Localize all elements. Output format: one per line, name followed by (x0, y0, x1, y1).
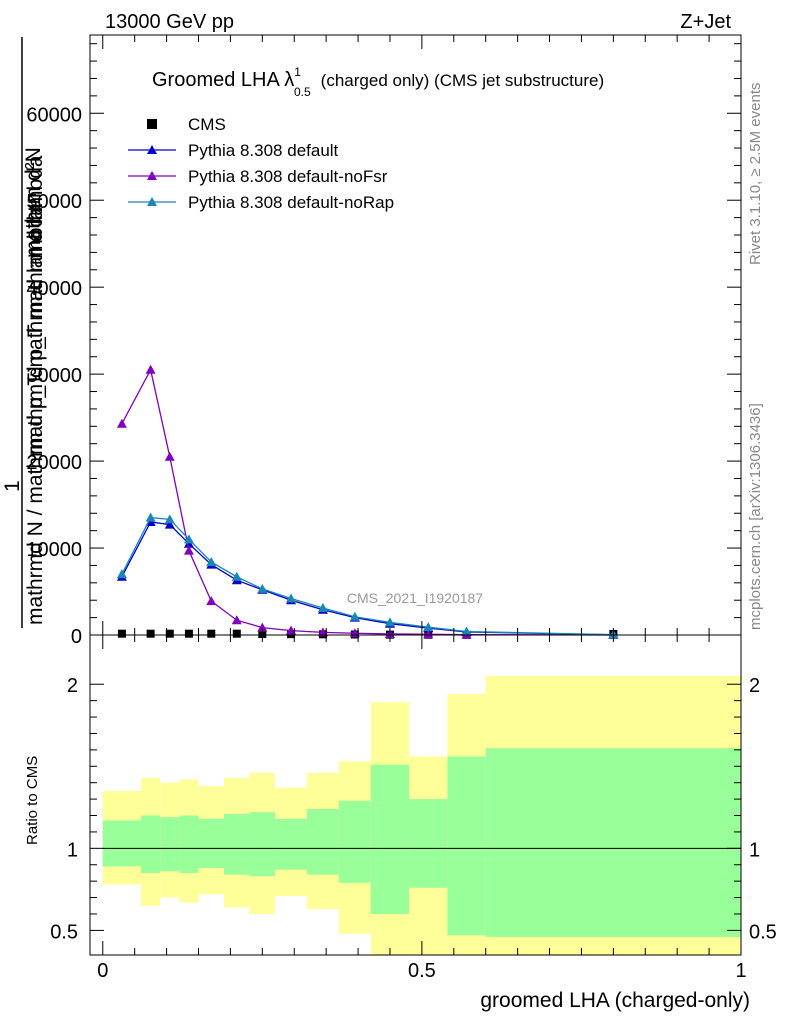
ratio-ytick-label-1: 1 (67, 839, 78, 861)
cms-point-2 (165, 629, 174, 638)
series-2-point-1 (145, 364, 156, 374)
ratio-ytick-label-0: 0.5 (50, 921, 78, 943)
legend-item-0: CMS (147, 115, 226, 134)
cms-point-4 (207, 629, 216, 638)
main-y-axis-title: mathrm d²N mathrm d p_T mathrm d lambda … (1, 37, 47, 628)
ylabel-top: mathrm d²N (22, 147, 45, 258)
series-2-point-0 (116, 418, 127, 428)
series-2-point-5 (231, 615, 242, 625)
main-axis-ticks: 0 10000 20000 30000 40000 50000 60000 (26, 35, 742, 648)
legend-label-2: Pythia 8.308 default-noFsr (188, 167, 388, 186)
series-2-point-7 (286, 625, 297, 635)
legend-item-1: Pythia 8.308 default (128, 141, 339, 160)
legend-marker-3 (147, 197, 157, 206)
title-sub: 0.5 (294, 85, 311, 99)
series-3-point-3 (183, 534, 194, 544)
series-2-point-11 (423, 629, 434, 639)
series-3-point-11 (423, 622, 434, 632)
ratio-band-inner-4 (198, 818, 225, 869)
ratio-band-inner-12 (447, 756, 486, 936)
title-rest: (charged only) (CMS jet substructure) (321, 71, 604, 90)
ylabel-denominator: mathrmd N / mathrm d p_T mathrm d lambda (24, 204, 47, 625)
analysis-label: CMS_2021_I1920187 (347, 590, 483, 606)
ratio-band-inner-13 (485, 748, 741, 937)
ratio-frame (89, 634, 742, 956)
series-2-point-2 (164, 451, 175, 461)
series-line-3 (121, 516, 614, 636)
ratio-ytick-label-2: 2 (67, 675, 78, 697)
ratio-y-axis-title: Ratio to CMS (24, 756, 41, 845)
ratio-ytick-label-right-2: 2 (749, 675, 760, 697)
series-3-point-8 (317, 603, 328, 613)
ratio-band-inner-10 (370, 764, 410, 914)
series-3-point-9 (349, 611, 360, 621)
ratio-band-inner-11 (409, 799, 448, 888)
series-line-1 (121, 521, 614, 636)
cms-point-5 (232, 629, 241, 638)
cms-point-0 (117, 629, 126, 638)
series-3-point-12 (461, 626, 472, 636)
header-energy: 13000 GeV pp (105, 11, 234, 33)
legend-marker-0 (147, 119, 157, 129)
series-2-point-4 (206, 596, 217, 606)
chart-title: Groomed LHA λ1 0.5 (charged only) (CMS jet… (152, 65, 604, 99)
xtick-label-0: 0 (97, 960, 108, 982)
series-1 (116, 516, 619, 639)
legend: CMS Pythia 8.308 default Pythia 8.308 defa… (128, 115, 394, 212)
series-2-point-8 (317, 627, 328, 637)
ratio-ytick-label-right-0: 0.5 (749, 921, 777, 943)
ratio-ytick-label-right-1: 1 (749, 839, 760, 861)
cms-point-3 (184, 629, 193, 638)
series-3-point-1 (145, 512, 156, 522)
ratio-band-inner-1 (141, 815, 161, 873)
mcplots-label: mcplots.cern.ch [arXiv:1306.3436] (747, 403, 764, 630)
ratio-axis-ticks: 0.5 0.51 12 20 0.5 1 (50, 635, 777, 982)
x-axis-title: groomed LHA (charged-only) (480, 989, 750, 1012)
title-sup: 1 (294, 65, 301, 79)
ylabel-mid: mathrm d p_T mathrm d lambda (24, 155, 47, 455)
legend-item-3: Pythia 8.308 default-noRap (128, 193, 394, 212)
series-3-point-0 (116, 569, 127, 579)
main-ytick-label-3: 30000 (26, 365, 82, 387)
main-ytick-label-5: 50000 (26, 191, 82, 213)
legend-marker-2 (147, 171, 157, 180)
main-ytick-label-0: 0 (71, 626, 82, 648)
series-3-point-10 (384, 617, 395, 627)
xtick-label-1: 0.5 (408, 960, 436, 982)
ratio-band-inner-8 (307, 808, 339, 875)
main-ytick-label-1: 10000 (26, 539, 82, 561)
rivet-version-label: Rivet 3.1.10, ≥ 2.5M events (747, 83, 764, 266)
ylabel-one: 1 (1, 480, 24, 492)
legend-label-0: CMS (188, 115, 226, 134)
title-text: Groomed LHA λ (152, 69, 294, 91)
legend-item-2: Pythia 8.308 default-noFsr (128, 167, 388, 186)
series-2-point-6 (257, 622, 268, 632)
ratio-bands-layer (102, 676, 741, 955)
series-2-point-3 (183, 545, 194, 555)
main-ytick-label-2: 20000 (26, 452, 82, 474)
series-3-point-7 (286, 593, 297, 603)
legend-marker-1 (147, 145, 157, 154)
ratio-band-inner-3 (179, 815, 199, 873)
legend-label-3: Pythia 8.308 default-noRap (188, 193, 394, 212)
main-ytick-label-6: 60000 (26, 104, 82, 126)
cms-point-1 (146, 629, 155, 638)
ratio-band-inner-5 (224, 813, 250, 875)
main-ytick-label-4: 40000 (26, 278, 82, 300)
series-3-point-5 (231, 571, 242, 581)
ratio-band-inner-6 (249, 812, 276, 877)
series-3-point-6 (257, 583, 268, 593)
header-process: Z+Jet (680, 11, 731, 33)
ratio-band-inner-0 (102, 820, 142, 867)
series-3-point-2 (164, 514, 175, 524)
xtick-label-2: 1 (735, 960, 746, 982)
series-1-point-2 (164, 519, 175, 529)
legend-label-1: Pythia 8.308 default (188, 141, 339, 160)
ratio-band-inner-2 (160, 817, 180, 872)
ratio-band-inner-7 (275, 818, 307, 870)
series-3-point-4 (206, 556, 217, 566)
ratio-band-inner-9 (338, 800, 371, 883)
